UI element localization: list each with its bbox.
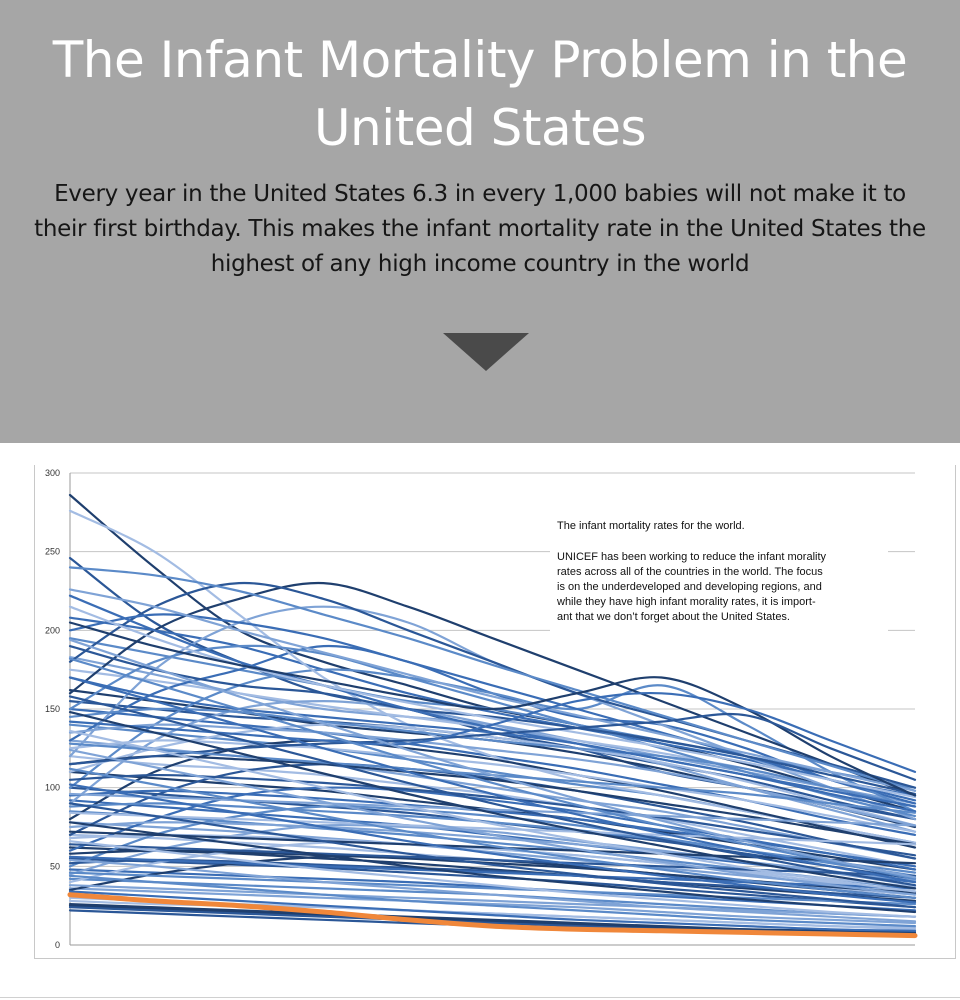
country-series-line bbox=[68, 890, 917, 932]
united-states-series-line bbox=[67, 892, 918, 939]
annotation-line: ant that we don’t forget about the Unite… bbox=[557, 611, 790, 623]
country-series-line bbox=[68, 811, 917, 846]
country-series-line bbox=[68, 884, 917, 918]
highlight-line bbox=[67, 892, 918, 939]
country-series-line bbox=[68, 833, 917, 888]
country-series-line bbox=[68, 729, 917, 893]
country-series-line bbox=[68, 566, 917, 792]
country-series-line bbox=[68, 613, 917, 802]
country-series-line bbox=[68, 748, 917, 896]
country-series-line bbox=[68, 668, 917, 813]
country-series-line bbox=[68, 858, 917, 923]
y-tick-label: 50 bbox=[50, 861, 60, 871]
country-series-line bbox=[68, 830, 917, 865]
country-series-line bbox=[68, 638, 917, 879]
country-series-line bbox=[68, 739, 917, 833]
chart-annotation: The infant mortality rates for the world… bbox=[550, 513, 888, 637]
country-series-line bbox=[68, 645, 917, 796]
down-arrow-icon[interactable] bbox=[443, 333, 529, 371]
y-tick-label: 0 bbox=[55, 940, 60, 950]
country-series-line bbox=[68, 723, 917, 827]
country-series-line bbox=[68, 767, 917, 899]
country-series-line bbox=[68, 711, 917, 890]
country-series-line bbox=[68, 802, 917, 874]
y-axis-ticks: 0 50 100 150 200 250 300 bbox=[45, 468, 60, 950]
header-banner: The Infant Mortality Problem in the Unit… bbox=[0, 0, 960, 443]
country-series-line bbox=[68, 723, 917, 827]
country-series-line bbox=[68, 695, 917, 887]
country-series-line bbox=[68, 707, 917, 808]
country-series-line bbox=[68, 821, 917, 914]
country-series-line bbox=[68, 846, 917, 902]
y-tick-label: 250 bbox=[45, 547, 60, 557]
chart-panel: 0 50 100 150 200 250 300 The infant mortality … bbox=[34, 465, 956, 959]
country-series-line bbox=[68, 676, 917, 884]
country-series-line bbox=[68, 871, 917, 906]
annotation-background bbox=[550, 513, 888, 637]
country-series-line bbox=[68, 874, 917, 928]
annotation-line: rates across all of the countries in the… bbox=[557, 566, 823, 578]
annotation-line: UNICEF has been working to reduce the in… bbox=[557, 551, 827, 563]
bottom-divider bbox=[0, 997, 960, 998]
annotation-heading: The infant mortality rates for the world… bbox=[557, 520, 745, 532]
page-title: The Infant Mortality Problem in the Unit… bbox=[52, 31, 908, 157]
country-series-line bbox=[68, 792, 917, 827]
country-series-line bbox=[68, 843, 917, 877]
infant-mortality-chart: 0 50 100 150 200 250 300 The infant mortality … bbox=[45, 468, 918, 950]
country-series-line bbox=[68, 657, 917, 880]
country-series-line bbox=[68, 887, 917, 925]
y-tick-label: 150 bbox=[45, 704, 60, 714]
country-series-line bbox=[68, 773, 917, 857]
y-tick-label: 100 bbox=[45, 783, 60, 793]
country-series-line bbox=[68, 712, 917, 781]
annotation-line: while they have high infant morality rat… bbox=[556, 596, 816, 608]
country-series-line bbox=[68, 857, 917, 909]
country-series-line bbox=[68, 594, 917, 808]
intro-text: Every year in the United States 6.3 in e… bbox=[34, 181, 926, 277]
country-series-line bbox=[68, 789, 917, 868]
y-tick-label: 300 bbox=[45, 468, 60, 478]
country-series-line bbox=[68, 588, 917, 792]
country-series-line bbox=[68, 821, 917, 882]
country-series-line bbox=[68, 783, 917, 904]
country-series-line bbox=[68, 605, 917, 799]
y-tick-label: 200 bbox=[45, 625, 60, 635]
annotation-line: is on the underdeveloped and developing … bbox=[557, 581, 822, 593]
country-series-line bbox=[68, 802, 917, 909]
series-lines bbox=[68, 493, 917, 937]
country-series-line bbox=[68, 840, 917, 918]
country-series-line bbox=[68, 581, 917, 797]
